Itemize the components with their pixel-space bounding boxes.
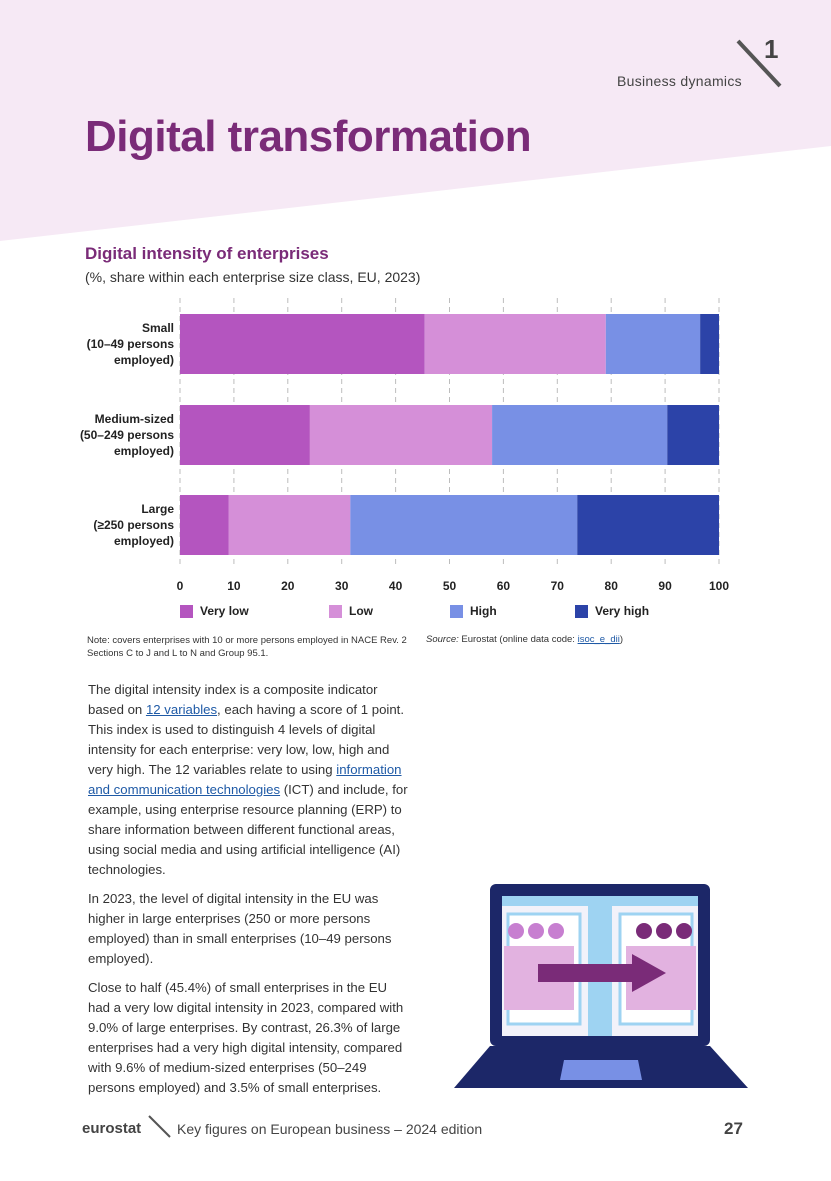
category-label-1-0: Medium-sized (95, 412, 174, 426)
legend-item-low: Low (329, 604, 373, 618)
category-label-0-1: (10–49 persons (87, 337, 175, 351)
paragraph-2: In 2023, the level of digital intensity … (88, 891, 392, 966)
footer-slash-icon (148, 1115, 171, 1138)
category-label-2-0: Large (141, 502, 174, 516)
bar-2-0 (180, 495, 229, 555)
legend-swatch-very-low (180, 604, 193, 618)
source-label: Source: (426, 634, 459, 645)
category-label-1-2: employed) (114, 444, 174, 458)
bar-1-2 (492, 405, 668, 465)
ict-link[interactable]: information and communication technologi… (88, 762, 402, 797)
x-tick-label-50: 50 (443, 579, 457, 593)
header-band (0, 0, 831, 241)
laptop-illustration (454, 884, 748, 1088)
bar-0-3 (700, 314, 719, 374)
x-tick-label-30: 30 (335, 579, 349, 593)
legend-label-very-low: Very low (200, 604, 249, 618)
p1-text-c: (ICT) and include, for example, using en… (88, 782, 408, 877)
category-label-2-2: employed) (114, 534, 174, 548)
bar-0-1 (424, 314, 606, 374)
legend-swatch-very-high (575, 604, 588, 618)
legend-swatch-low (329, 604, 342, 618)
legend-swatch-high (450, 604, 463, 618)
chart-subtitle: (%, share within each enterprise size cl… (85, 269, 421, 285)
p1-text-a: The digital intensity index is a composi… (88, 682, 378, 717)
x-tick-label-0: 0 (177, 579, 184, 593)
x-tick-label-10: 10 (227, 579, 241, 593)
bar-2-1 (228, 495, 351, 555)
category-label-0-2: employed) (114, 353, 174, 367)
chart-source: Source: Eurostat (online data code: isoc… (426, 634, 623, 645)
bar-1-3 (667, 405, 719, 465)
body-text: The digital intensity index is a composi… (88, 680, 410, 1107)
publication-title: Key figures on European business – 2024 … (177, 1121, 483, 1137)
x-tick-label-40: 40 (389, 579, 403, 593)
legend-label-high: High (470, 604, 497, 618)
x-tick-label-100: 100 (709, 579, 729, 593)
chapter-number: 1 (764, 34, 779, 64)
legend-item-high: High (450, 604, 497, 618)
category-label-0-0: Small (142, 321, 174, 335)
legend-item-very-low: Very low (180, 604, 249, 618)
stacked-bar-chart: 0 10 20 30 40 50 60 70 80 90 100 Small (10–49 person… (80, 298, 729, 593)
paragraph-1: The digital intensity index is a composi… (88, 680, 410, 880)
eurostat-logo: eurostat (82, 1120, 142, 1137)
legend-item-very-high: Very high (575, 604, 649, 618)
category-label-1-1: (50–249 persons (80, 428, 174, 442)
chart-title: Digital intensity of enterprises (85, 244, 329, 263)
variables-link[interactable]: 12 variables (145, 702, 218, 717)
x-tick-label-60: 60 (497, 579, 511, 593)
chart-note: Note: covers enterprises with 10 or more… (87, 635, 407, 659)
category-label-2-1: (≥250 persons (93, 518, 174, 532)
bar-2-3 (577, 495, 719, 555)
x-tick-label-90: 90 (658, 579, 672, 593)
legend-label-low: Low (349, 604, 373, 618)
x-tick-label-80: 80 (605, 579, 619, 593)
x-tick-label-20: 20 (281, 579, 295, 593)
source-code-link[interactable]: isoc_e_dii (577, 634, 620, 645)
source-close: ) (619, 634, 623, 645)
bar-0-0 (180, 314, 425, 374)
page-title: Digital transformation (85, 112, 532, 161)
bar-1-0 (180, 405, 310, 465)
bar-0-2 (605, 314, 701, 374)
paragraph-3: Close to half (45.4%) of small enterpris… (88, 980, 404, 1095)
page-number: 27 (724, 1119, 743, 1138)
p1-text-b: , each having a score of 1 point. This i… (88, 702, 404, 777)
x-tick-label-70: 70 (551, 579, 565, 593)
source-text: Eurostat (online data code: (461, 634, 575, 645)
bar-1-1 (309, 405, 493, 465)
chapter-slash-icon (736, 39, 782, 88)
bar-2-2 (350, 495, 578, 555)
chapter-label: Business dynamics (617, 73, 742, 89)
legend-label-very-high: Very high (595, 604, 650, 618)
